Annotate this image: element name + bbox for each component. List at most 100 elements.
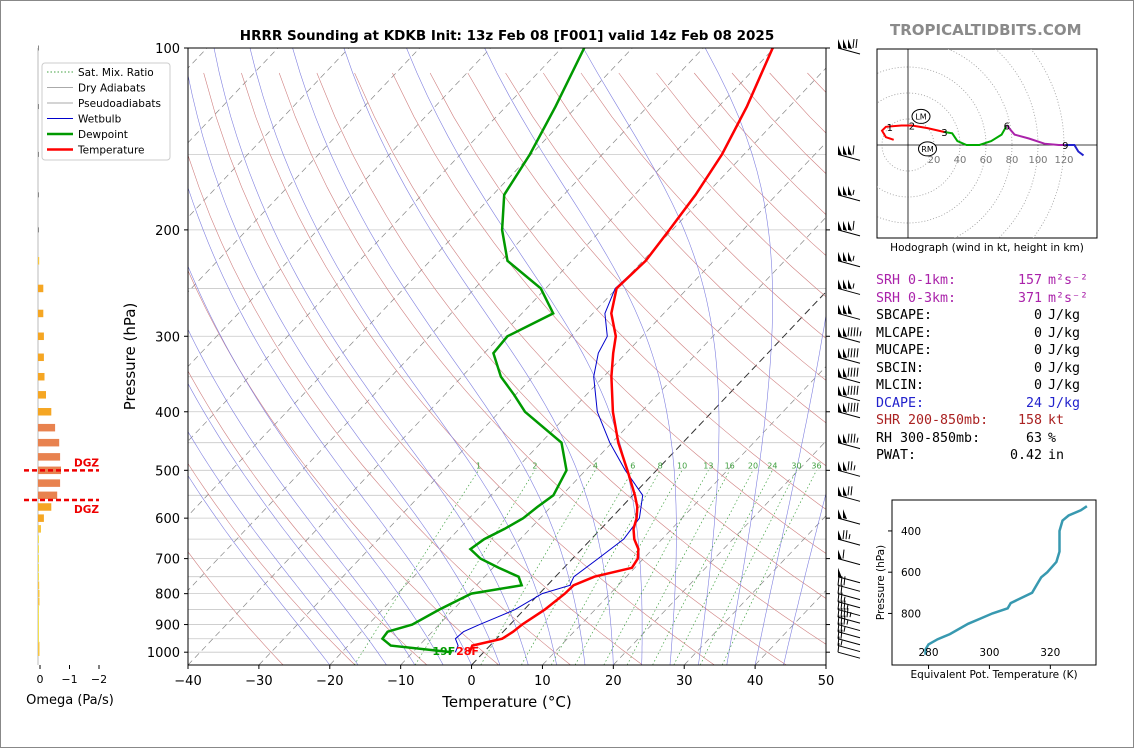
barb-half-flag [843, 596, 846, 602]
stat-unit: % [1048, 430, 1057, 446]
barb-flag [840, 592, 843, 602]
wind-barb [837, 461, 861, 477]
theta-e-panel: 400 600 800 280 300 320 Equivalent Pot. Temper… [875, 499, 1097, 681]
barb-shaft [837, 638, 861, 646]
surface-temperature-label: 28F [456, 645, 479, 658]
pseudo-adiabat-line [582, 48, 720, 665]
dry-adiabat-line [203, 72, 643, 665]
barb-pennant [843, 251, 847, 262]
barb-pennant [843, 39, 847, 49]
barb-flag [845, 530, 848, 540]
barb-flag [856, 348, 859, 358]
theta-e-line [924, 505, 1088, 655]
barb-pennant [838, 348, 842, 359]
hodograph-height-label: 3 [941, 128, 947, 139]
x-tick-label: 0 [467, 674, 475, 689]
stat-value: 63 [1025, 430, 1042, 446]
barb-pennant [838, 39, 842, 49]
omega-bar [38, 391, 46, 399]
barb-pennant [843, 279, 847, 290]
barb-half-flag [853, 465, 856, 471]
skewt-profiles: 1 2 4 6 8 10 13 16 20 24 30 36 [380, 48, 822, 654]
hodograph-trace [880, 124, 945, 141]
pseudo-adiabat-line [188, 431, 359, 665]
barb-flag [842, 530, 845, 540]
barb-half-flag [840, 640, 843, 646]
stat-row: MLCIN: 0 J/kg [876, 377, 1096, 395]
pseudo-adiabat-line [188, 265, 444, 665]
barb-flag [856, 385, 859, 395]
barb-pennant [843, 461, 847, 472]
omega-bar [38, 45, 39, 51]
omega-bar [38, 227, 39, 233]
stat-row: PWAT: 0.42 in [876, 447, 1096, 465]
barb-pennant [843, 348, 847, 359]
theta-e-x-tick-label: 300 [979, 647, 999, 659]
omega-x-tick-label: −2 [91, 673, 107, 686]
y-tick-label: 300 [155, 330, 180, 345]
omega-bar [38, 564, 39, 572]
x-tick-label: 40 [747, 674, 764, 689]
barb-flag [852, 220, 855, 230]
hodograph-trace [944, 125, 1008, 146]
barb-pennant [838, 279, 842, 290]
stat-label: SBCAPE: [876, 308, 933, 323]
storm-motion-label: LM [915, 112, 926, 121]
y-tick-label: 600 [155, 512, 180, 527]
barb-flag [853, 385, 856, 395]
omega-bar [38, 613, 39, 621]
barb-pennant [843, 433, 847, 444]
pseudo-adiabat-line [188, 73, 501, 665]
barb-pennant [838, 251, 842, 262]
barb-flag [850, 486, 853, 496]
barb-flag [840, 600, 843, 610]
wind-barb [837, 549, 861, 566]
legend-label: Dewpoint [78, 129, 128, 141]
x-tick-label: −10 [387, 674, 414, 689]
skewt-frame [187, 47, 827, 666]
stat-unit: kt [1048, 413, 1065, 428]
wind-barb [837, 348, 861, 364]
dgz-label: DGZ [74, 504, 99, 516]
barb-pennant [838, 402, 842, 413]
pseudo-adiabat-line [213, 48, 529, 665]
stat-row: SRH 0-3km: 371 m²s⁻² [876, 290, 1096, 308]
dry-adiabat-line [580, 72, 826, 339]
barb-pennant [843, 486, 847, 497]
omega-bar [38, 104, 39, 110]
mixing-ratio-label: 13 [703, 461, 713, 470]
wind-barb [837, 327, 862, 343]
hodograph-ring-label: 20 [928, 155, 941, 166]
dry-adiabat-line [188, 463, 356, 665]
dry-adiabat-line [188, 551, 284, 665]
barb-flag [837, 636, 840, 646]
theta-e-y-tick-label: 800 [901, 608, 921, 620]
barb-shaft [837, 312, 861, 320]
barb-flag [847, 385, 850, 395]
legend-label: Temperature [77, 145, 145, 157]
mixing-ratio-label: 20 [748, 461, 758, 470]
dry-adiabat-line [354, 72, 826, 599]
x-tick-label: −30 [245, 674, 272, 689]
wind-barb [837, 145, 861, 161]
stat-row: MLCAPE: 0 J/kg [876, 325, 1096, 343]
legend-label: Wetbulb [78, 114, 122, 126]
mixing-ratio-line [480, 470, 596, 665]
mixing-ratio-line [652, 470, 754, 665]
barb-flag [840, 584, 843, 594]
y-tick-label: 500 [155, 464, 180, 479]
wind-barb [837, 220, 861, 237]
isotherm-line [188, 48, 775, 665]
wind-barb [837, 304, 861, 320]
barb-shaft [837, 494, 861, 502]
hodograph: 20 40 60 80 100 120 1 2 3 6 9 LM RM Hodograph (wind i… [876, 48, 1098, 254]
omega-x-tick-label: −1 [61, 673, 77, 686]
stat-unit: m²s⁻² [1048, 290, 1089, 306]
stat-unit: J/kg [1048, 308, 1081, 323]
barb-pennant [848, 39, 852, 49]
barb-pennant [838, 145, 842, 156]
pseudo-adiabat-line [188, 186, 472, 665]
stat-label: MUCAPE: [876, 343, 933, 358]
omega-bar [38, 648, 40, 656]
mixing-ratio-label: 36 [811, 461, 821, 470]
